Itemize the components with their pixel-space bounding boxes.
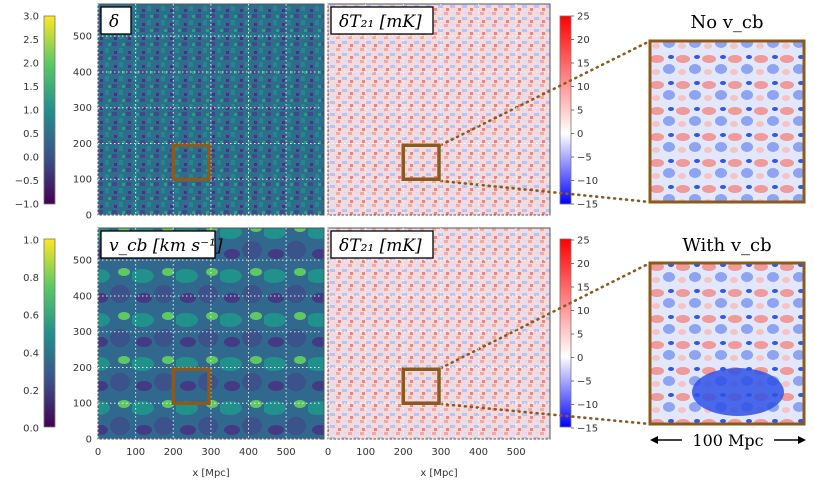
colorbar-tick-label: −5 (577, 377, 592, 388)
panel-title: δT₂₁ [mK] (339, 236, 422, 256)
x-tick-label: 100 (126, 447, 145, 458)
colorbar-tick-label: −0.5 (15, 176, 39, 187)
x-tick-label: 100 (356, 447, 375, 458)
zoom-no-vcb (648, 39, 806, 204)
colorbar-tick-label: 2.0 (23, 59, 39, 70)
x-tick-label: 500 (277, 447, 296, 458)
x-tick-label: 500 (507, 447, 526, 458)
heatmap-t21-bottom (327, 227, 551, 440)
zoom-title-with-vcb: With v_cb (682, 235, 771, 256)
y-tick-label: 500 (73, 32, 92, 43)
colorbar-tick-label: 0 (577, 129, 583, 140)
heatmap-t21-top (327, 3, 551, 216)
colorbar-tick-label: −15 (577, 200, 598, 211)
colorbar-tick-label: 20 (577, 259, 590, 270)
scale-bar: 100 Mpc (650, 431, 806, 450)
colorbar-tick-label: 15 (577, 283, 590, 294)
x-tick-label: 200 (164, 447, 183, 458)
x-tick-label: 300 (431, 447, 450, 458)
zoom-blue-region (692, 368, 784, 416)
colorbar-tick-label: −5 (577, 153, 592, 164)
colorbar-tick-label: −15 (577, 424, 598, 435)
panel-title-box (330, 230, 434, 259)
scale-bar-label: 100 Mpc (692, 431, 763, 450)
panel-title: δT₂₁ [mK] (339, 12, 422, 32)
colorbar-tick-label: 0.0 (23, 153, 39, 164)
colorbar-tick-label: 10 (577, 82, 590, 93)
colorbar-tick-label: −10 (577, 176, 598, 187)
colorbar-t21-top (559, 15, 572, 205)
y-tick-label: 0 (86, 211, 92, 222)
y-tick-label: 100 (73, 175, 92, 186)
colorbar-tick-label: 2.5 (23, 35, 39, 46)
y-tick-label: 400 (73, 291, 92, 302)
panel-title-box (330, 6, 434, 35)
colorbar-tick-label: 25 (577, 236, 590, 247)
y-tick-label: 300 (73, 103, 92, 114)
colorbar-tick-label: 0.6 (23, 311, 39, 322)
colorbar-tick-label: 0 (577, 353, 583, 364)
colorbar-vcb (43, 238, 56, 428)
colorbar-tick-label: 1.0 (23, 106, 39, 117)
highlight-box (401, 367, 441, 405)
y-tick-label: 200 (73, 363, 92, 374)
zoom-connectors (439, 39, 652, 426)
colorbar-tick-label: 25 (577, 12, 590, 23)
y-tick-label: 200 (73, 139, 92, 150)
panel-title-box (100, 230, 216, 259)
colorbar-tick-label: 5 (577, 330, 583, 341)
colorbar-tick-label: 0.5 (23, 129, 39, 140)
colorbar-t21-bottom (559, 238, 572, 428)
x-axis-label-left: x [Mpc] (192, 468, 229, 479)
colorbar-delta (43, 15, 56, 205)
colorbar-tick-label: 15 (577, 59, 590, 70)
y-tick-label: 500 (73, 256, 92, 267)
highlight-box (171, 143, 211, 181)
y-tick-label: 100 (73, 399, 92, 410)
highlight-box (171, 367, 211, 405)
panel-title: δ (109, 12, 119, 32)
colorbar-tick-label: −10 (577, 400, 598, 411)
colorbar-tick-label: 0.4 (23, 348, 39, 359)
x-tick-label: 200 (394, 447, 413, 458)
highlight-box (401, 143, 441, 181)
x-axis-label-right: x [Mpc] (420, 468, 457, 479)
colorbar-tick-label: 0.8 (23, 273, 39, 284)
x-tick-label: 0 (325, 447, 331, 458)
panel-title-box (100, 6, 132, 35)
panel-title: v_cb [km s⁻¹] (109, 236, 223, 256)
y-tick-label: 400 (73, 67, 92, 78)
y-tick-label: 0 (86, 435, 92, 446)
zoom-title-no-vcb: No v_cb (690, 12, 763, 33)
colorbar-tick-label: 0.2 (23, 386, 39, 397)
colorbar-tick-label: 1.0 (23, 236, 39, 247)
x-tick-label: 400 (469, 447, 488, 458)
x-tick-label: 400 (239, 447, 258, 458)
colorbar-tick-label: 3.0 (23, 12, 39, 23)
y-tick-label: 300 (73, 327, 92, 338)
colorbar-tick-label: 10 (577, 306, 590, 317)
x-tick-label: 300 (201, 447, 220, 458)
colorbar-tick-label: 0.0 (23, 424, 39, 435)
colorbar-tick-label: 1.5 (23, 82, 39, 93)
colorbar-tick-label: −1.0 (15, 200, 39, 211)
colorbar-tick-label: 20 (577, 35, 590, 46)
x-tick-label: 0 (95, 447, 101, 458)
colorbar-tick-label: 5 (577, 106, 583, 117)
